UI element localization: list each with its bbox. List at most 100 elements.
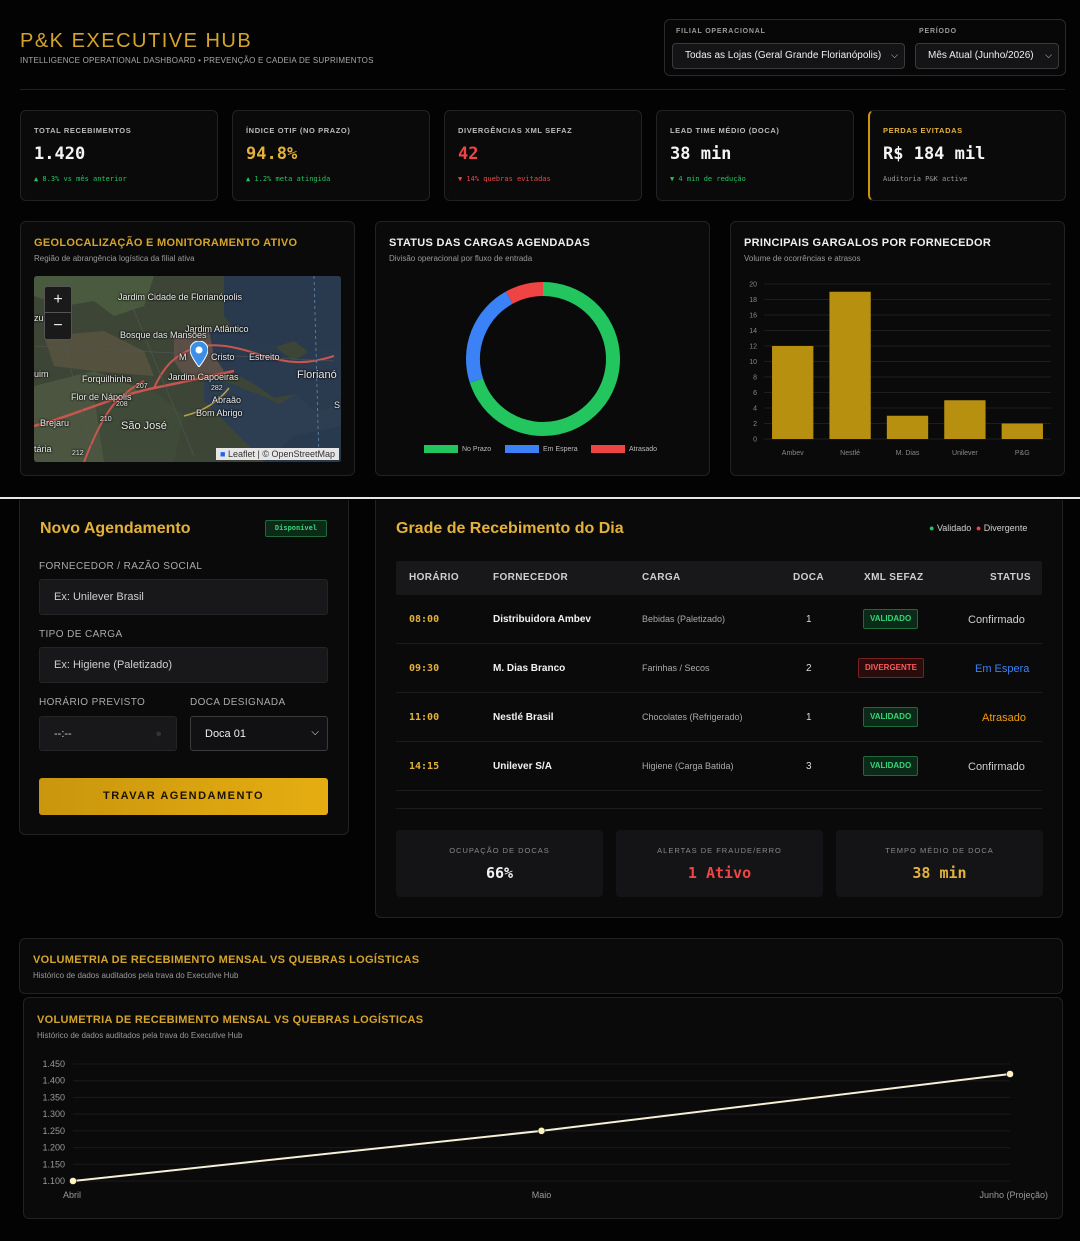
kpi-note: ▲ 8.3% vs mês anterior xyxy=(34,175,127,183)
doca-cell: 1 xyxy=(806,712,812,723)
filial-label: FILIAL OPERACIONAL xyxy=(676,28,766,35)
legend-swatch xyxy=(591,445,625,453)
map-tiles xyxy=(34,276,341,462)
fornecedor-input[interactable]: Ex: Unilever Brasil xyxy=(39,579,328,615)
column-header: FORNECEDOR xyxy=(493,572,569,583)
xml-status-badge: DIVERGENTE xyxy=(858,658,925,678)
kpi-note: ▼ 4 min de redução xyxy=(670,175,746,183)
kpi-note: ▼ 14% quebras evitadas xyxy=(458,175,551,183)
donut-slice-no-prazo xyxy=(469,282,620,436)
map-label: Jardim Capoeiras xyxy=(168,372,239,382)
x-tick-label: Abril xyxy=(63,1190,81,1200)
zoom-in-button[interactable]: + xyxy=(45,287,71,313)
map-pin-icon[interactable] xyxy=(190,341,208,367)
stat-alertas-fraude: ALERTAS DE FRAUDE/ERRO 1 Ativo xyxy=(616,830,823,897)
table-header: HORÁRIO FORNECEDOR CARGA DOCA XML SEFAZ … xyxy=(396,561,1042,595)
kpi-value: 1.420 xyxy=(34,144,86,164)
volumetria-line-chart: 1.100 1.150 1.200 1.250 1.300 1.350 1.400 1.450… xyxy=(42,1059,1048,1200)
map-label: Abraão xyxy=(212,395,242,405)
map-label: 208 xyxy=(116,401,128,408)
y-tick-label: 2 xyxy=(753,421,757,428)
kpi-otif: ÍNDICE OTIF (NO PRAZO) 94.8% ▲ 1.2% meta… xyxy=(232,110,430,201)
kpi-value: 38 min xyxy=(670,144,732,164)
y-tick-label: 8 xyxy=(753,375,757,382)
dot-icon: ● xyxy=(975,523,982,533)
y-tick-label: 6 xyxy=(753,390,757,397)
table-row[interactable]: 11:00 Nestlé Brasil Chocolates (Refriger… xyxy=(396,693,1042,742)
x-tick-label: Unilever xyxy=(952,450,978,457)
chevron-down-icon: ⌵ xyxy=(1045,50,1052,60)
table-row[interactable]: 14:15 Unilever S/A Higiene (Carga Batida… xyxy=(396,742,1042,791)
map-panel-title: GEOLOCALIZAÇÃO E MONITORAMENTO ATIVO xyxy=(34,237,298,249)
status-panel: STATUS DAS CARGAS AGENDADAS Divisão oper… xyxy=(375,221,710,476)
table-row[interactable]: 09:30 M. Dias Branco Farinhas / Secos 2 … xyxy=(396,644,1042,693)
page-title: P&K EXECUTIVE HUB xyxy=(20,30,253,52)
status-cell: Em Espera xyxy=(975,663,1030,675)
stat-label: TEMPO MÉDIO DE DOCA xyxy=(885,846,994,855)
filial-select[interactable]: Todas as Lojas (Geral Grande Florianópol… xyxy=(672,43,905,69)
x-tick-label: Maio xyxy=(532,1190,552,1200)
stat-value: 1 Ativo xyxy=(687,864,752,882)
status-cell: Atrasado xyxy=(982,712,1027,724)
map-label: Brejaru xyxy=(40,418,70,428)
map-attribution[interactable]: ■ Leaflet | © OpenStreetMap xyxy=(216,448,339,460)
gargalos-bar-chart: 0 2 4 6 8 10 12 14 16 18 20 Ambev Nestlé M. Dias Unile… xyxy=(749,282,1051,457)
status-cell: Confirmado xyxy=(968,614,1025,626)
carga-cell: Higiene (Carga Batida) xyxy=(642,761,734,771)
filial-value: Todas as Lojas (Geral Grande Florianópol… xyxy=(685,50,882,61)
travar-agendamento-button[interactable]: TRAVAR AGENDAMENTO xyxy=(39,778,328,815)
y-tick-label: 1.450 xyxy=(42,1059,65,1069)
status-badge: Disponível xyxy=(265,520,327,537)
kpi-note: Auditoria P&K active xyxy=(883,175,968,183)
data-point xyxy=(69,1177,77,1185)
bar-unilever xyxy=(944,400,986,439)
y-tick-label: 4 xyxy=(753,406,757,413)
zoom-out-button[interactable]: − xyxy=(53,317,63,334)
horario-input[interactable]: --:-- ● xyxy=(39,716,177,751)
doca-select[interactable]: Doca 01 ⌵ xyxy=(190,716,328,751)
y-tick-label: 0 xyxy=(753,437,757,444)
data-point xyxy=(537,1127,546,1135)
kpi-note: ▲ 1.2% meta atingida xyxy=(246,175,331,183)
map-label: Forquilhinha xyxy=(82,374,132,384)
map-label: Jardim Atlântico xyxy=(185,324,249,334)
horario-value: --:-- xyxy=(54,728,72,740)
table-row[interactable]: 08:00 Distribuidora Ambev Bebidas (Palet… xyxy=(396,595,1042,644)
gargalos-panel-subtitle: Volume de ocorrências e atrasos xyxy=(744,254,861,263)
map-label: S xyxy=(334,400,341,410)
map-label: 282 xyxy=(211,385,223,392)
map-panel-subtitle: Região de abrangência logística da filia… xyxy=(34,254,195,263)
bar-nestl- xyxy=(829,291,871,439)
map-view[interactable]: + − Jardim Cidade de Florianópolis Jardi… xyxy=(34,276,341,462)
legend-em-espera: Em Espera xyxy=(505,445,578,453)
legend-swatch xyxy=(424,445,458,453)
stat-label: ALERTAS DE FRAUDE/ERRO xyxy=(657,846,782,855)
status-cell: Confirmado xyxy=(968,761,1025,773)
doca-cell: 1 xyxy=(806,614,812,625)
doca-label: DOCA DESIGNADA xyxy=(190,697,286,708)
kpi-value: 42 xyxy=(458,144,479,164)
stat-tempo-medio-doca: TEMPO MÉDIO DE DOCA 38 min xyxy=(836,830,1043,897)
y-tick-label: 1.300 xyxy=(42,1109,65,1119)
column-header: HORÁRIO xyxy=(409,572,460,583)
status-panel-title: STATUS DAS CARGAS AGENDADAS xyxy=(389,237,591,249)
y-tick-label: 1.250 xyxy=(42,1126,65,1136)
legend-atrasado: Atrasado xyxy=(591,445,657,453)
y-tick-label: 1.100 xyxy=(42,1176,65,1186)
clock-icon[interactable]: ● xyxy=(155,728,162,740)
map-label: 207 xyxy=(136,383,148,390)
legend-label: No Prazo xyxy=(462,445,492,453)
xml-status-badge: VALIDADO xyxy=(863,756,919,776)
y-tick-label: 1.200 xyxy=(42,1143,65,1153)
legend-label: Atrasado xyxy=(629,445,658,453)
legend-swatch xyxy=(505,445,539,453)
dot-icon: ● xyxy=(929,523,935,533)
column-header: CARGA xyxy=(642,572,681,583)
section-divider xyxy=(0,497,1080,499)
periodo-select[interactable]: Mês Atual (Junho/2026) ⌵ xyxy=(915,43,1059,69)
map-label: São José xyxy=(121,420,167,432)
y-tick-label: 16 xyxy=(749,313,757,320)
horario-cell: 09:30 xyxy=(409,663,440,674)
carga-cell: Farinhas / Secos xyxy=(642,663,710,673)
tipo-carga-input[interactable]: Ex: Higiene (Paletizado) xyxy=(39,647,328,683)
